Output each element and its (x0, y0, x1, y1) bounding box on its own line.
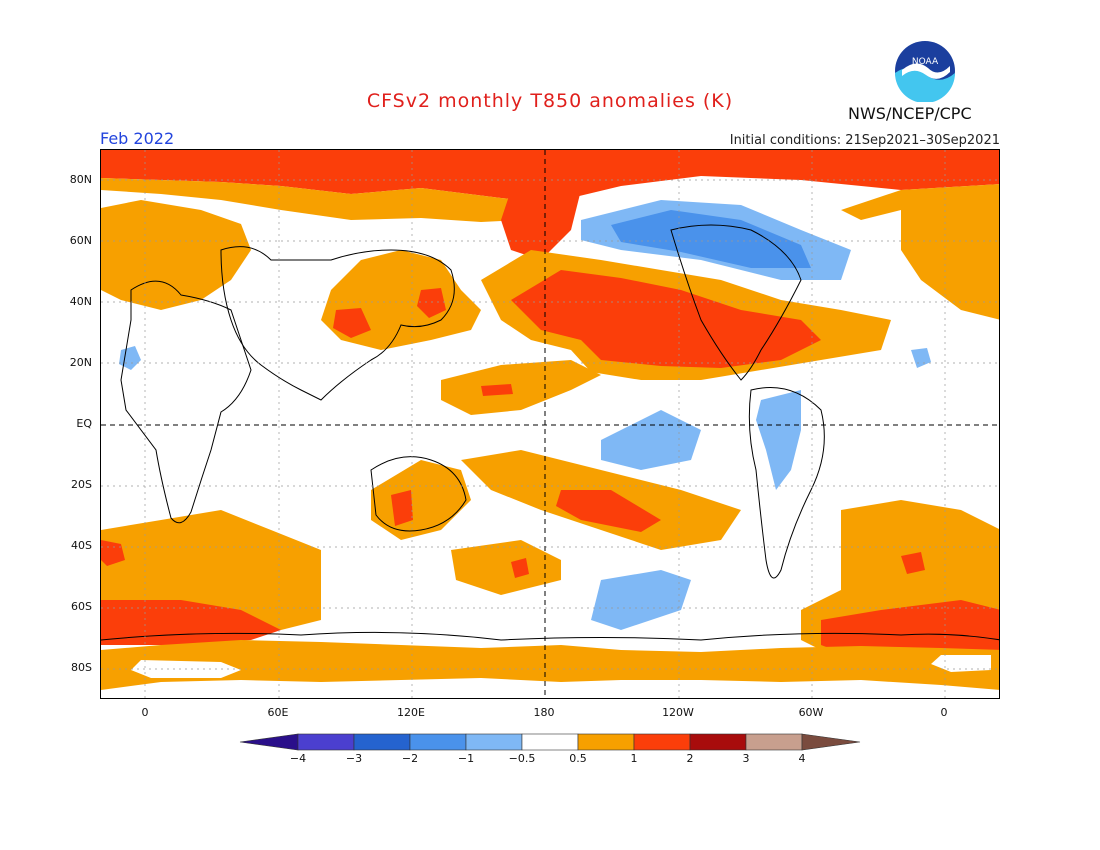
colorbar-label-m1: −1 (457, 752, 475, 765)
colorbar-swatch-m4-m3 (297, 733, 355, 751)
colorbar-label-p05: 0.5 (569, 752, 587, 765)
colorbar-label-p3: 3 (742, 752, 750, 765)
colorbar-swatch-below-m4 (239, 733, 299, 751)
colorbar-swatch-p1-p2 (633, 733, 691, 751)
lat-label-40n: 40N (69, 295, 92, 308)
lat-label-80s: 80S (71, 661, 92, 674)
colorbar-label-p2: 2 (686, 752, 694, 765)
lon-label-120w: 120W (662, 706, 694, 719)
lat-label-80n: 80N (69, 173, 92, 186)
colorbar-swatch-p3-p4 (745, 733, 803, 751)
lat-label-40s: 40S (71, 539, 92, 552)
colorbar-swatch-above-p4 (801, 733, 861, 751)
colorbar (239, 733, 861, 751)
colorbar-swatch-m2-m1 (409, 733, 467, 751)
lat-label-60n: 60N (69, 234, 92, 247)
colorbar-swatch-p2-p3 (689, 733, 747, 751)
lat-label-20s: 20S (71, 478, 92, 491)
lon-label-120e: 120E (397, 706, 425, 719)
lon-label-0-east: 0 (940, 706, 948, 719)
lon-label-180: 180 (533, 706, 555, 719)
map-title: CFSv2 monthly T850 anomalies (K) (366, 90, 734, 112)
colorbar-label-p1: 1 (630, 752, 638, 765)
noaa-logo-text: NOAA (912, 57, 939, 67)
agency-label: NWS/NCEP/CPC (848, 104, 972, 123)
initial-conditions: Initial conditions: 21Sep2021–30Sep2021 (729, 133, 1000, 148)
colorbar-label-m4: −4 (289, 752, 307, 765)
colorbar-swatch-neutral (521, 733, 579, 751)
colorbar-label-m05: −0.5 (508, 752, 536, 765)
noaa-logo: NOAA (895, 41, 955, 102)
lon-label-60e: 60E (267, 706, 289, 719)
colorbar-swatch-m3-m2 (353, 733, 411, 751)
lat-label-60s: 60S (71, 600, 92, 613)
lat-label-20n: 20N (69, 356, 92, 369)
lon-label-0: 0 (141, 706, 149, 719)
colorbar-swatch-p05-p1 (577, 733, 635, 751)
lon-label-60w: 60W (798, 706, 824, 719)
forecast-month: Feb 2022 (100, 129, 175, 148)
colorbar-label-m3: −3 (345, 752, 363, 765)
anomaly-map (100, 149, 1000, 699)
colorbar-swatch-m1-m05 (465, 733, 523, 751)
anomaly-field (101, 150, 999, 698)
lat-label-eq: EQ (76, 417, 92, 430)
colorbar-label-p4: 4 (798, 752, 806, 765)
colorbar-label-m2: −2 (401, 752, 419, 765)
